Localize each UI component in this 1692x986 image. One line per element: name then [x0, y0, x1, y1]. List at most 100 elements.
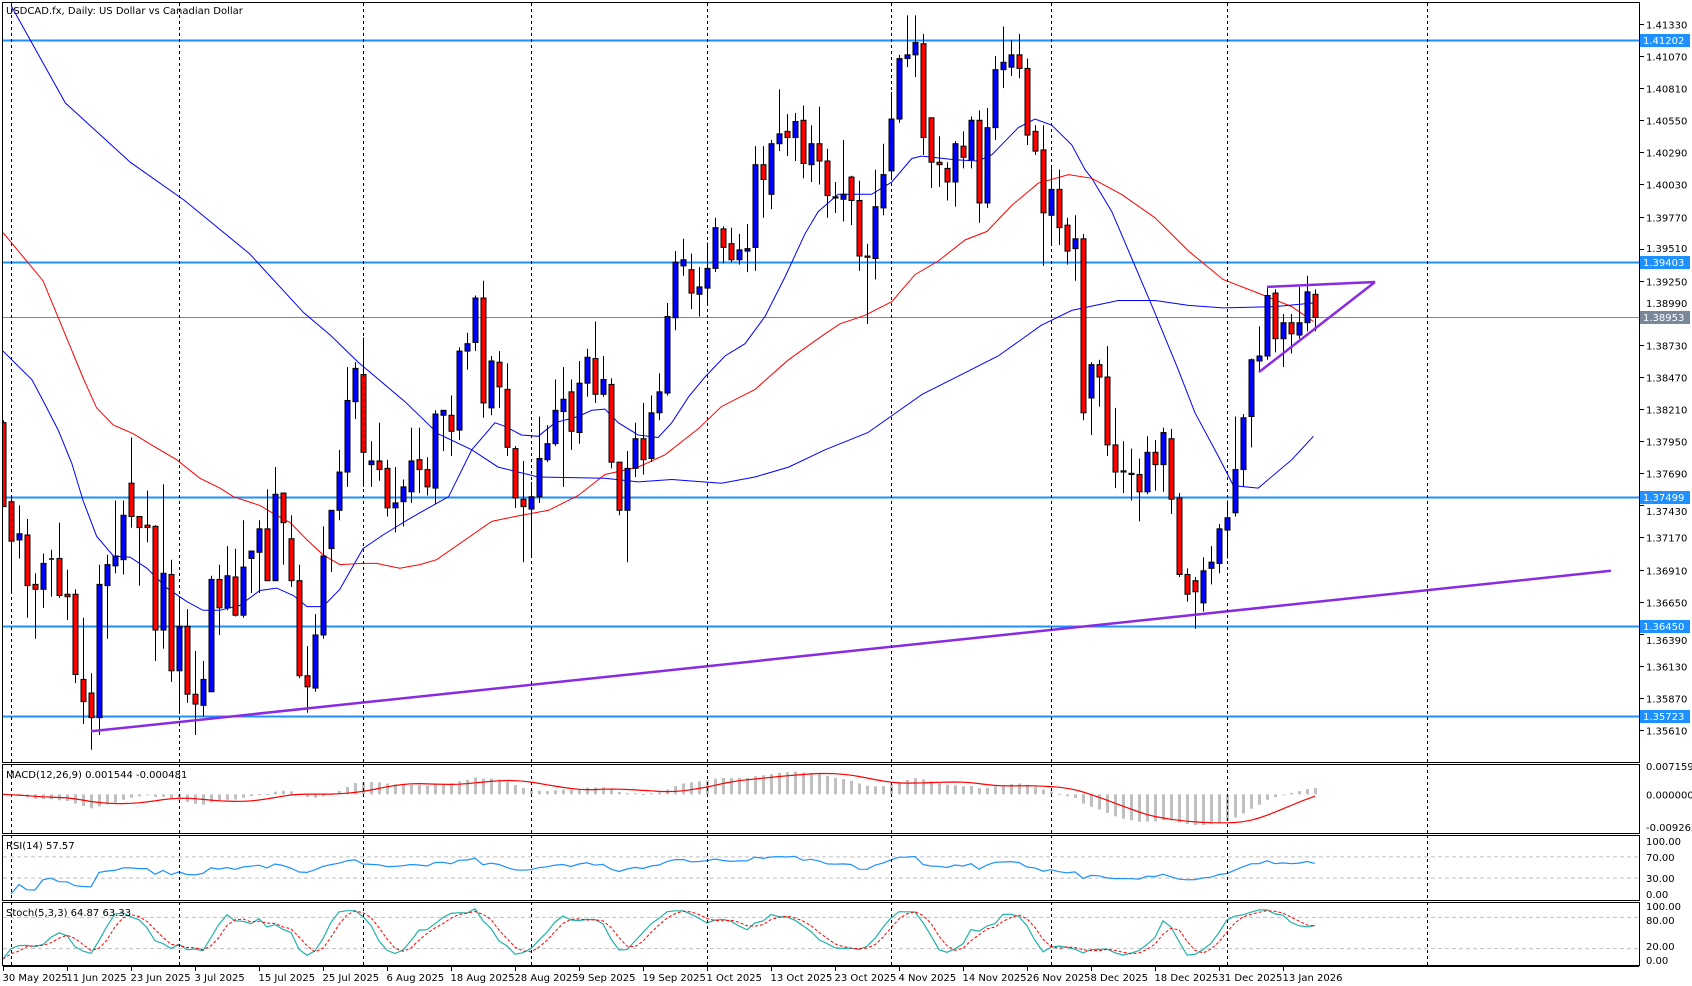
candle-body-bear [520, 498, 527, 508]
macd-histogram-bar [154, 794, 157, 797]
candle-body-bull [344, 399, 351, 473]
stochastic-panel[interactable] [3, 908, 1639, 960]
macd-scale-label: 0.000000 [1646, 790, 1692, 801]
candle [512, 446, 519, 508]
candle [1280, 314, 1287, 368]
macd-histogram-bar [930, 781, 933, 795]
price-tick-label: 1.35610 [1646, 727, 1687, 738]
candle-body-bear [1064, 224, 1071, 252]
macd-histogram-bar [986, 787, 989, 795]
candle [632, 422, 639, 477]
macd-histogram-bar [1130, 794, 1133, 821]
candle [960, 131, 967, 169]
macd-histogram-bar [1162, 794, 1165, 821]
rsi-panel[interactable] [3, 855, 1639, 895]
candle-body-bull [744, 248, 751, 252]
macd-histogram-bar [1306, 789, 1309, 795]
candle [680, 238, 687, 276]
candle-body-bear [960, 145, 967, 158]
candle [1296, 286, 1303, 339]
candle [472, 295, 479, 352]
candle [776, 89, 783, 152]
macd-histogram-bar [458, 781, 461, 795]
candle-body-bear [616, 461, 623, 511]
level-price-box [1640, 256, 1690, 269]
candle [1016, 33, 1023, 79]
candle-body-bear [848, 176, 855, 201]
candle-body-bull [96, 583, 103, 719]
macd-histogram-bar [722, 777, 725, 795]
candle [576, 360, 583, 444]
trendline [1258, 280, 1376, 374]
candle-body-bull [600, 378, 607, 395]
macd-histogram-bar [1242, 794, 1245, 814]
macd-histogram-bar [322, 794, 325, 797]
macd-histogram-bar [594, 787, 597, 795]
candle-body-bull [1208, 561, 1215, 569]
macd-histogram-bar [506, 781, 509, 795]
candle [968, 116, 975, 169]
macd-panel[interactable] [2, 771, 1317, 826]
candle-body-bear [856, 199, 863, 257]
macd-histogram-bar [578, 788, 581, 795]
candle [104, 554, 111, 639]
macd-histogram-bar [1234, 794, 1237, 818]
macd-histogram-bar [1186, 794, 1189, 825]
rsi-scale-label: 70.00 [1646, 853, 1675, 864]
candle [376, 422, 383, 481]
macd-histogram-bar [1010, 783, 1013, 795]
candle [336, 449, 343, 521]
macd-histogram-bar [954, 785, 957, 795]
candle [16, 505, 23, 559]
candle [1136, 458, 1143, 522]
candle-body-bear [592, 357, 599, 395]
date-tick-label: 31 Dec 2025 [1219, 973, 1283, 984]
candle-body-bull [408, 460, 415, 493]
candle [256, 520, 263, 594]
current-price-label: 1.38953 [1643, 313, 1684, 324]
candle-body-bull [808, 143, 815, 166]
macd-histogram-bar [1146, 794, 1149, 822]
macd-histogram-bar [1050, 791, 1053, 795]
candle [392, 467, 399, 533]
price-tick-label: 1.37430 [1646, 507, 1687, 518]
candle-body-bull [1304, 291, 1311, 324]
date-tick-label: 18 Aug 2025 [451, 973, 515, 984]
candle-body-bear [376, 460, 383, 471]
date-tick-label: 11 Jun 2025 [67, 973, 127, 984]
price-tick-label: 1.39770 [1646, 214, 1687, 225]
candle-body-bull [712, 227, 719, 269]
candle-body-bear [824, 160, 831, 197]
price-tick-label: 1.40550 [1646, 117, 1687, 128]
candle-body-bear [384, 467, 391, 509]
macd-histogram-bar [1282, 794, 1285, 796]
candle-body-bear [448, 414, 455, 432]
candle-body-bull [40, 562, 47, 590]
stoch-panel-border [2, 902, 1640, 966]
candle [864, 243, 871, 324]
main-price-panel[interactable] [1, 5, 1639, 750]
date-tick-label: 30 May 2025 [3, 973, 68, 984]
candle [1080, 233, 1087, 421]
candle-body-bull [952, 143, 959, 183]
candle [872, 169, 879, 280]
candle [952, 141, 959, 207]
macd-histogram-bar [242, 794, 245, 798]
candle [1040, 125, 1047, 266]
candle-body-bear [1040, 149, 1047, 214]
candle [72, 589, 79, 684]
candle [488, 356, 495, 416]
candle-body-bull [752, 164, 759, 248]
level-price-box [1640, 710, 1690, 723]
candle-body-bull [792, 120, 799, 139]
candle [584, 348, 591, 397]
macd-histogram-bar [1098, 794, 1101, 810]
candle-body-bear [1104, 376, 1111, 446]
macd-histogram-bar [1106, 794, 1109, 813]
candle [592, 321, 599, 403]
macd-histogram-bar [826, 775, 829, 795]
rsi-scale-label: 100.00 [1646, 837, 1681, 848]
candle-body-bear [264, 528, 271, 582]
candle-body-bear [512, 448, 519, 499]
